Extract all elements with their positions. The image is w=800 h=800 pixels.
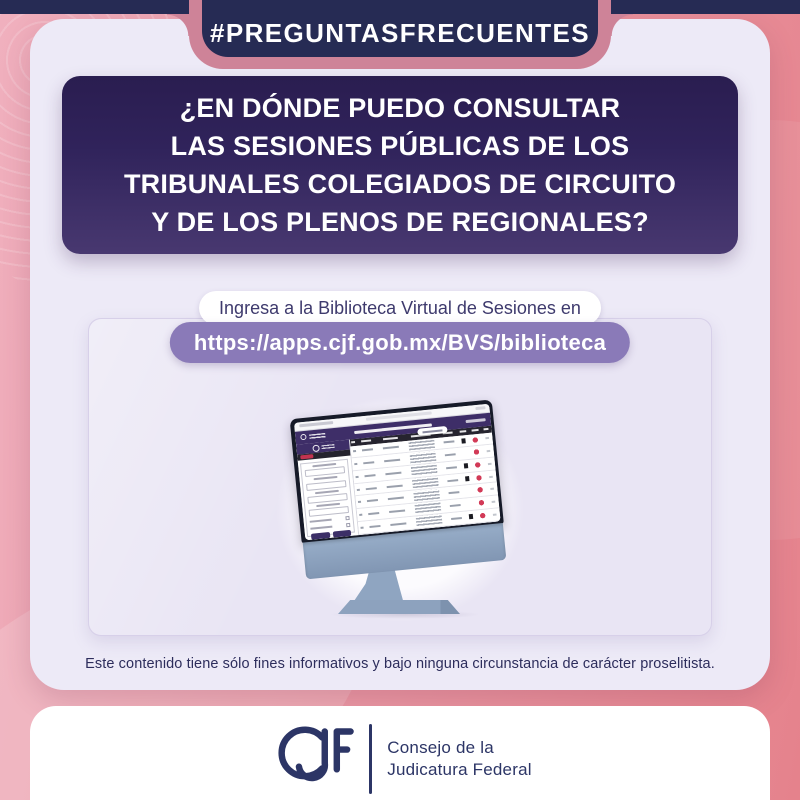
cta-caption-pill: Ingresa a la Biblioteca Virtual de Sesio… <box>199 291 601 325</box>
field-input-placeholder <box>307 492 348 504</box>
topic-cell-placeholder <box>411 513 448 529</box>
pdf-icon <box>468 433 483 447</box>
pdf-icon <box>476 509 491 522</box>
session-date-placeholder <box>446 511 466 525</box>
hashtag-banner: #PREGUNTASFRECUENTES <box>202 0 598 57</box>
date-cell-placeholder <box>359 468 381 483</box>
session-date-placeholder <box>445 498 465 513</box>
extra-cell-placeholder <box>485 470 497 483</box>
extra-cell-placeholder <box>481 432 493 445</box>
pdf-icon <box>471 458 486 472</box>
question-line: LAS SESIONES PÚBLICAS DE LOS <box>170 131 630 161</box>
cjf-logo: CJF Consejo de la Judicatura Federal <box>268 716 532 800</box>
checkbox-placeholder <box>345 522 351 528</box>
pdf-icon <box>469 445 484 459</box>
checkbox-label-placeholder <box>309 518 332 523</box>
app-header-link-placeholder <box>465 418 486 423</box>
banner-shoulder-left <box>167 14 189 36</box>
checkbox-label-placeholder <box>310 525 333 530</box>
date-cell-placeholder <box>357 443 379 457</box>
date-cell-placeholder <box>364 519 386 533</box>
app-body <box>295 425 501 540</box>
session-date-placeholder <box>440 448 460 462</box>
app-logo-icon <box>299 433 307 440</box>
question-card: ¿EN DÓNDE PUEDO CONSULTAR LAS SESIONES P… <box>62 76 738 254</box>
pdf-icon <box>473 483 488 497</box>
logo-divider <box>369 724 373 794</box>
date-cell-placeholder <box>358 456 380 470</box>
pdf-icon <box>474 496 489 510</box>
field-input-placeholder <box>304 466 346 478</box>
browser-window-controls <box>474 406 486 411</box>
date-cell-placeholder <box>363 506 385 521</box>
monitor <box>289 399 508 580</box>
monitor-bezel <box>289 399 504 544</box>
field-input-placeholder <box>305 479 347 491</box>
session-date-placeholder <box>439 435 459 449</box>
session-date-placeholder <box>441 460 462 475</box>
cjf-monogram-icon <box>278 726 355 782</box>
org-name: Consejo de la Judicatura Federal <box>387 737 531 781</box>
hashtag-label: #PREGUNTASFRECUENTES <box>209 18 590 48</box>
pdf-icon <box>472 471 487 485</box>
monitor-base-shadow <box>330 610 480 619</box>
field-label-placeholder <box>313 476 338 481</box>
search-button-placeholder <box>310 531 330 540</box>
question-line: TRIBUNALES COLEGIADOS DE CIRCUITO <box>123 169 677 199</box>
table-body <box>350 432 501 535</box>
extra-cell-placeholder <box>483 457 495 471</box>
results-area <box>349 425 501 535</box>
button-label-placeholder <box>421 428 442 433</box>
filters-sidebar <box>295 439 359 540</box>
app-logo-text-placeholder <box>308 432 326 439</box>
cta-url-link[interactable]: https://apps.cjf.gob.mx/BVS/biblioteca <box>169 322 631 363</box>
organ-cell-placeholder <box>384 516 413 532</box>
extra-cell-placeholder <box>486 482 498 496</box>
extra-cell-placeholder <box>482 444 494 458</box>
banner-shoulder-right <box>611 14 633 36</box>
session-date-placeholder <box>444 486 464 500</box>
monitor-stand-base <box>338 600 460 614</box>
date-cell-placeholder <box>362 494 383 508</box>
clear-button-placeholder <box>332 529 352 539</box>
question-line: ¿EN DÓNDE PUEDO CONSULTAR <box>179 93 621 123</box>
filter-form <box>299 458 355 540</box>
org-name-line2: Judicatura Federal <box>387 760 532 779</box>
monitor-screen <box>293 403 501 540</box>
question-line: Y DE LOS PLENOS DE REGIONALES? <box>151 207 649 237</box>
checkbox-placeholder <box>344 515 350 521</box>
footer-card: CJF Consejo de la Judicatura Federal <box>30 706 770 800</box>
org-name-line1: Consejo de la <box>387 737 494 757</box>
browser-tab-placeholder <box>298 421 333 428</box>
date-cell-placeholder <box>360 481 382 495</box>
extra-cell-placeholder <box>487 495 499 509</box>
session-date-placeholder <box>442 473 463 487</box>
extra-cell-placeholder <box>488 508 500 521</box>
disclaimer-text: Este contenido tiene sólo fines informat… <box>85 656 715 672</box>
